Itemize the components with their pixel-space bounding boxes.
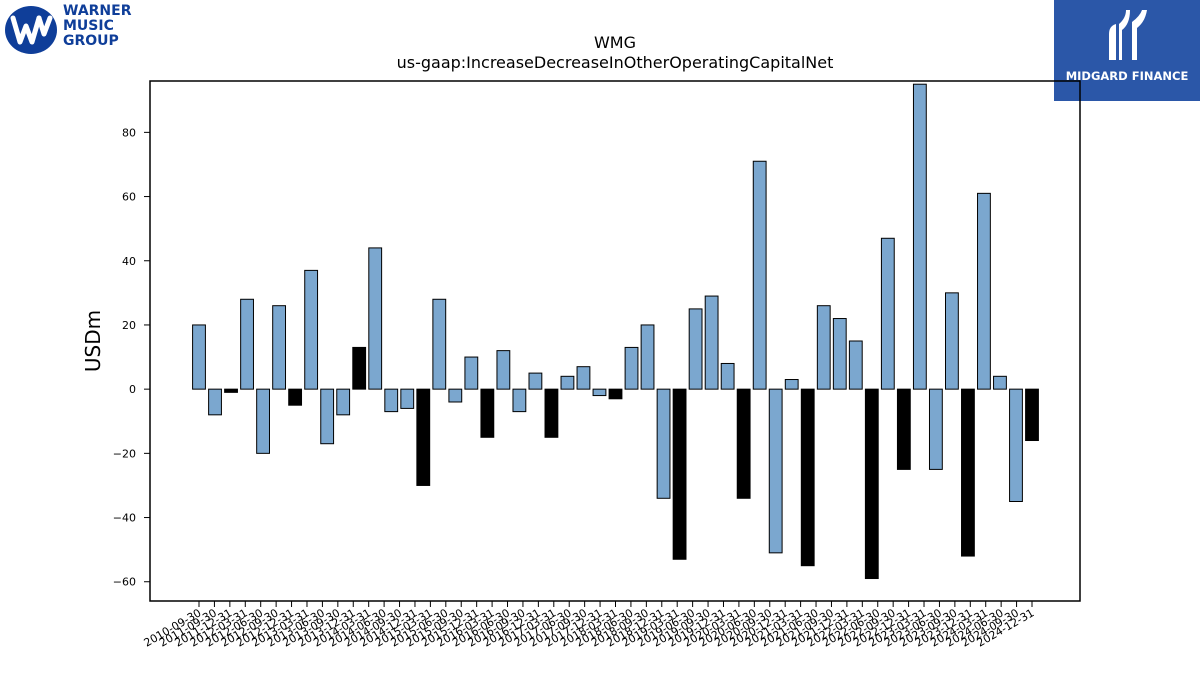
midgard-emblem-icon: [1109, 10, 1147, 60]
wmg-wordmark-line: MUSIC: [63, 18, 114, 34]
bar: [704, 295, 719, 390]
bar: [688, 308, 703, 390]
bar: [528, 372, 543, 390]
bar: [880, 237, 895, 390]
bar: [464, 356, 479, 390]
bar: [816, 305, 831, 390]
wmg-wordmark: WARNER MUSIC GROUP: [63, 4, 132, 49]
bar: [208, 388, 222, 416]
bar: [945, 292, 959, 390]
bar: [1009, 388, 1023, 502]
chart-subtitle: us-gaap:IncreaseDecreaseInOtherOperating…: [397, 53, 834, 72]
bar: [736, 388, 751, 499]
bar: [400, 388, 415, 409]
chart-title: WMG: [594, 33, 636, 52]
bar: [576, 366, 591, 390]
bar: [864, 388, 879, 580]
bar: [304, 269, 319, 390]
y-axis-label: USDm: [81, 310, 105, 372]
y-tick-label: −40: [113, 512, 136, 525]
bar: [608, 388, 623, 400]
bar: [912, 83, 927, 390]
bar: [672, 388, 687, 560]
bar: [928, 388, 943, 470]
bar: [624, 346, 639, 390]
wmg-emblem-icon: [5, 6, 57, 54]
bar: [240, 298, 254, 390]
bar: [432, 298, 447, 390]
bar: [544, 388, 559, 438]
bar: [752, 160, 767, 390]
midgard-wordmark: MIDGARD FINANCE: [1065, 69, 1189, 83]
bar: [336, 388, 351, 416]
bar: [1025, 388, 1039, 442]
y-tick-label: 0: [129, 383, 136, 396]
bar: [256, 388, 270, 454]
bar: [720, 362, 735, 390]
bar: [784, 379, 799, 390]
bar: [656, 388, 671, 499]
wmg-wordmark-line: GROUP: [63, 33, 119, 49]
bar: [496, 350, 511, 390]
y-tick-label: −60: [113, 576, 136, 589]
bar: [272, 305, 287, 390]
bar: [320, 388, 335, 445]
bar: [416, 388, 431, 486]
plot-frame: [149, 80, 1081, 602]
bar: [800, 388, 815, 567]
bar: [352, 346, 367, 390]
bar: [993, 375, 1007, 390]
bar: [560, 375, 575, 390]
bar: [768, 388, 783, 554]
bar: [368, 247, 383, 390]
bar: [977, 192, 991, 390]
bar: [384, 388, 399, 413]
bar: [224, 388, 238, 393]
bar: [192, 324, 206, 390]
wmg-wordmark-line: WARNER: [63, 3, 132, 19]
y-axis: −60 −40 −20 0 20 40 60 80: [113, 126, 150, 589]
bar: [640, 324, 655, 390]
bar: [896, 388, 911, 470]
bar: [448, 388, 463, 403]
x-axis: 2010-09-302011-09-302011-12-312012-03-31…: [142, 601, 1037, 650]
y-tick-label: 80: [122, 126, 136, 139]
bar: [288, 388, 303, 406]
bar: [592, 388, 607, 397]
bar: [512, 388, 527, 413]
bars-group: [192, 83, 1039, 580]
y-tick-label: −20: [113, 447, 136, 460]
bar: [961, 388, 975, 557]
midgard-finance-logo: MIDGARD FINANCE: [1054, 0, 1200, 101]
bar: [848, 340, 863, 390]
y-tick-label: 40: [122, 255, 136, 268]
y-tick-label: 60: [122, 191, 136, 204]
y-tick-label: 20: [122, 319, 136, 332]
bar: [480, 388, 495, 438]
warner-music-group-logo: WARNER MUSIC GROUP: [4, 4, 144, 56]
bar: [832, 318, 847, 390]
